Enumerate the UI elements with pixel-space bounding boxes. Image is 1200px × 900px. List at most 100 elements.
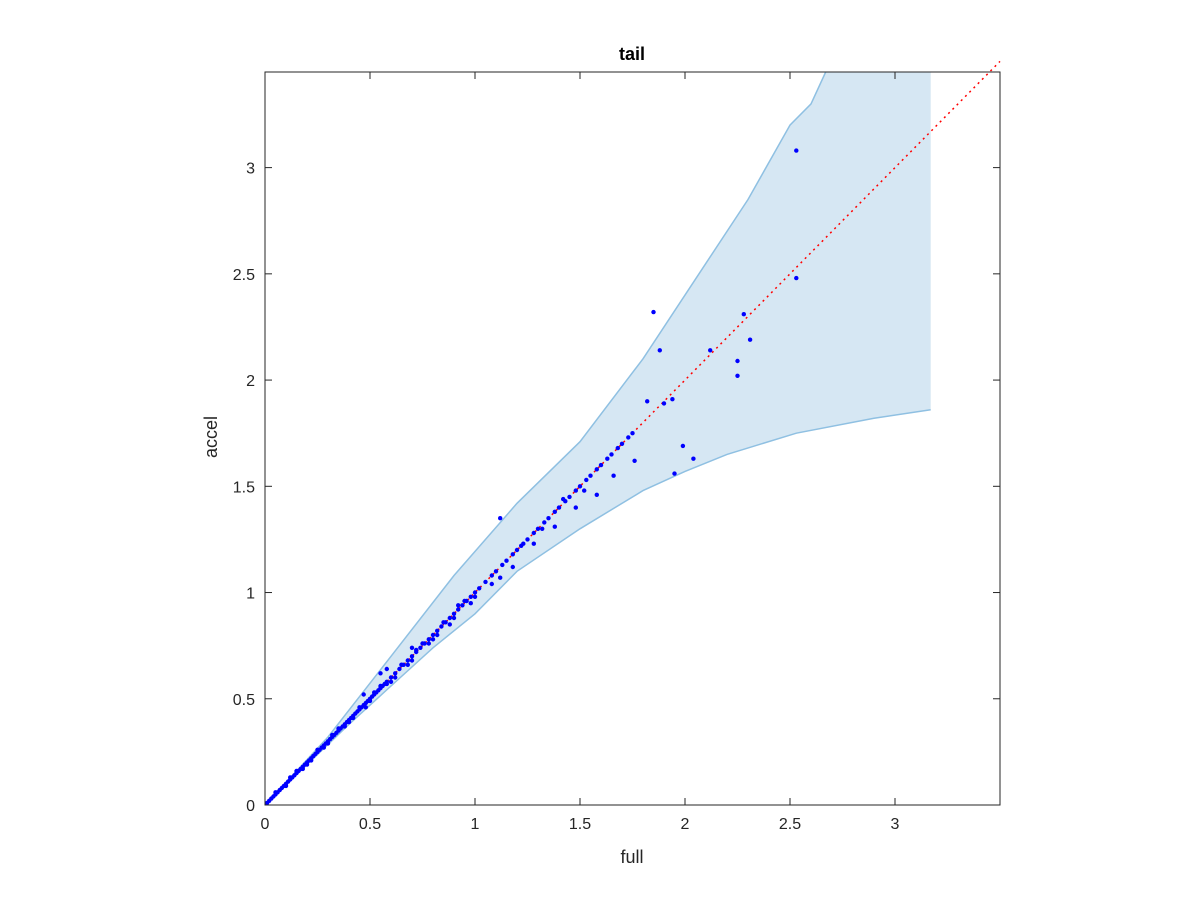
data-point <box>363 705 368 710</box>
data-point <box>397 666 402 672</box>
y-tick-label: 1 <box>246 586 255 603</box>
data-point <box>741 312 746 317</box>
data-point <box>588 473 593 478</box>
data-point <box>510 564 515 570</box>
data-point <box>630 431 635 436</box>
data-point <box>573 488 578 493</box>
data-point <box>399 662 404 667</box>
y-tick-label: 1.5 <box>233 479 255 496</box>
x-tick-label: 0.5 <box>359 816 381 833</box>
data-point <box>405 658 410 663</box>
data-point <box>384 666 389 672</box>
data-point <box>561 496 566 502</box>
data-point <box>584 477 589 483</box>
data-point <box>577 484 583 489</box>
data-point <box>477 586 482 591</box>
data-point <box>451 611 457 616</box>
data-point <box>489 581 494 587</box>
data-point <box>342 724 347 729</box>
y-tick-label: 0.5 <box>233 692 255 709</box>
data-point <box>670 397 675 402</box>
data-point <box>361 692 366 697</box>
y-axis-label: accel <box>201 416 221 458</box>
data-point <box>500 562 505 568</box>
data-point <box>691 456 696 461</box>
data-point <box>672 471 677 476</box>
data-point <box>567 494 572 500</box>
data-point <box>336 726 341 731</box>
data-point <box>594 467 599 472</box>
data-point <box>309 758 314 763</box>
data-point <box>288 775 293 780</box>
data-point <box>372 690 377 695</box>
data-point <box>388 679 394 684</box>
data-point <box>609 452 614 457</box>
data-point <box>451 615 457 621</box>
data-point <box>472 594 478 599</box>
data-point <box>489 573 494 578</box>
data-point <box>605 456 610 461</box>
data-point <box>315 747 320 752</box>
data-point <box>514 547 520 553</box>
x-tick-label: 2.5 <box>779 816 801 833</box>
data-point <box>435 628 440 633</box>
data-point <box>430 637 436 642</box>
data-point <box>615 445 620 451</box>
x-axis-label: full <box>620 847 643 867</box>
data-point <box>330 732 335 738</box>
data-point <box>367 698 373 704</box>
band-upper-edge <box>264 71 827 806</box>
data-point <box>430 632 436 638</box>
x-tick-label: 0 <box>261 816 270 833</box>
data-point <box>418 645 423 650</box>
data-point <box>632 458 637 463</box>
band-lower-edge <box>264 409 931 806</box>
data-point <box>525 537 530 542</box>
data-point <box>426 637 431 642</box>
data-point <box>680 443 686 449</box>
data-point <box>409 654 415 659</box>
y-tick-label: 2 <box>246 373 255 390</box>
data-point <box>351 715 356 721</box>
data-point <box>619 441 625 446</box>
plot-frame <box>264 71 1001 806</box>
data-point <box>393 675 398 680</box>
x-tick-label: 2 <box>681 816 690 833</box>
data-point <box>794 148 799 153</box>
data-point <box>321 745 326 750</box>
data-point <box>531 530 536 536</box>
data-point <box>325 741 331 746</box>
y-tick-label: 2.5 <box>233 267 255 284</box>
data-point <box>346 719 352 725</box>
data-point <box>535 526 541 531</box>
data-point <box>626 435 631 440</box>
confidence-band <box>265 72 931 805</box>
data-point <box>546 516 551 521</box>
data-point <box>483 579 488 585</box>
data-point <box>409 645 415 650</box>
data-point <box>493 569 499 574</box>
data-point <box>357 705 362 710</box>
data-point <box>304 762 310 767</box>
data-point <box>735 358 740 364</box>
data-point <box>498 575 503 580</box>
data-point <box>519 543 524 548</box>
data-point <box>573 505 578 510</box>
x-tick-label: 3 <box>891 816 900 833</box>
data-point <box>456 603 461 608</box>
data-point <box>414 647 419 653</box>
data-point <box>460 603 465 608</box>
data-point <box>531 541 536 546</box>
data-point <box>504 558 509 563</box>
data-point <box>735 373 740 378</box>
data-point <box>510 552 515 557</box>
data-point <box>661 401 667 406</box>
data-point <box>294 768 299 774</box>
data-point <box>747 337 753 342</box>
data-point <box>540 526 545 531</box>
data-point <box>435 632 440 638</box>
data-point <box>405 662 410 667</box>
data-point <box>300 766 305 772</box>
x-tick-label: 1.5 <box>569 816 591 833</box>
